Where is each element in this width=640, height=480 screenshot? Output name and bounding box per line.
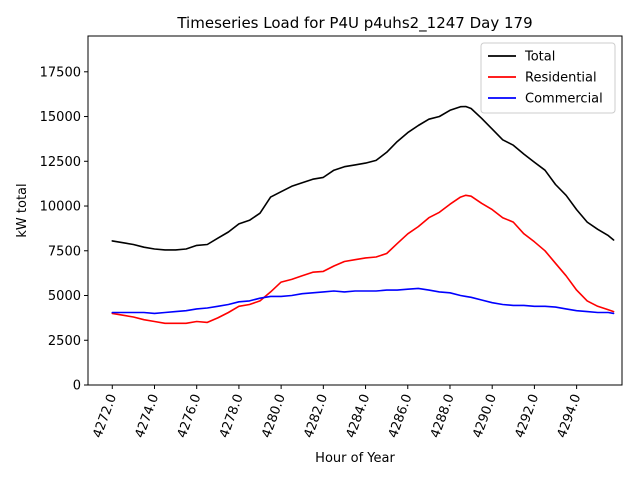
y-tick-label: 10000 [40,200,81,215]
y-axis-ticks: 0 2500 5000 7500 10000 12500 15000 17500 [40,65,88,394]
y-axis-label: kW total [15,183,30,237]
legend-label-total: Total [524,50,555,65]
chart-title: Timeseries Load for P4U p4uhs2_1247 Day … [176,14,532,33]
y-tick-label: 0 [73,379,81,394]
legend: Total Residential Commercial [480,42,616,114]
y-tick-label: 12500 [40,155,81,170]
legend-label-residential: Residential [525,71,597,86]
x-axis-label: Hour of Year [315,451,395,466]
series-line-total [111,105,615,251]
y-tick-label: 2500 [48,334,81,349]
legend-frame [480,42,616,114]
y-tick-label: 17500 [40,65,81,80]
series-line-residential [111,194,615,325]
series-line-commercial [111,287,615,315]
y-tick-label: 15000 [40,110,81,125]
series-layer [111,105,615,325]
y-tick-label: 7500 [48,244,81,259]
legend-label-commercial: Commercial [525,92,603,107]
y-tick-label: 5000 [48,289,81,304]
legend-items: Total Residential Commercial [488,50,603,107]
plot-frame [87,35,623,386]
